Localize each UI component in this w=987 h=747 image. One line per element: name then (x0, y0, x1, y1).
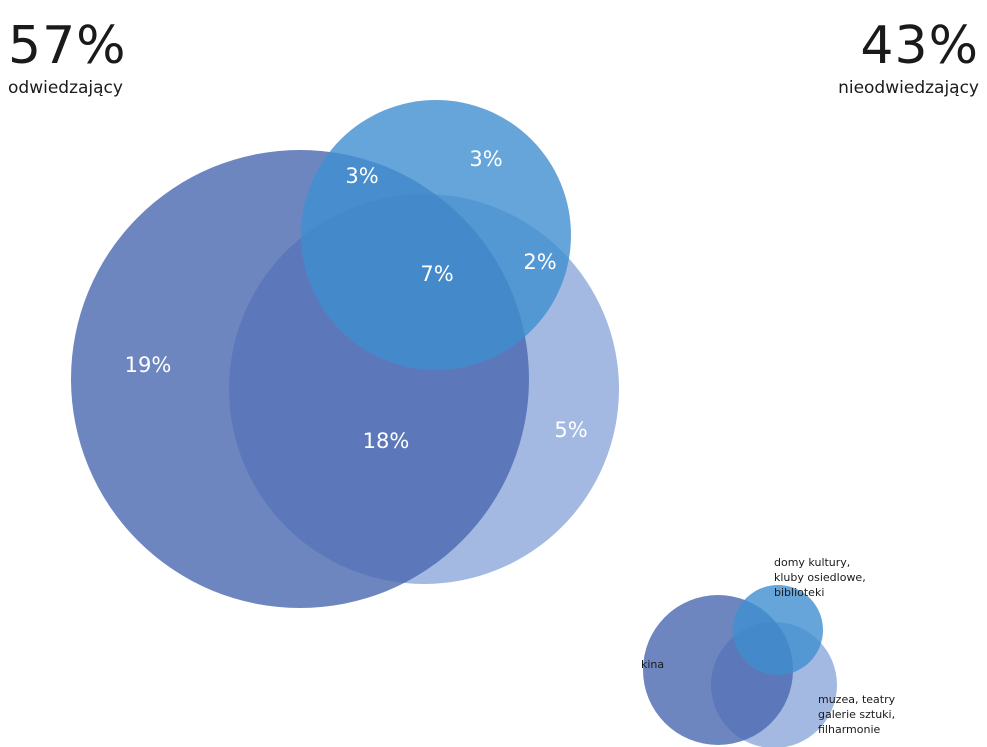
region-label-muzea-only: 5% (554, 418, 587, 442)
region-label-all-three: 7% (420, 262, 453, 286)
region-label-kina-muzea: 18% (363, 429, 410, 453)
legend-label-domy-line: kluby osiedlowe, (774, 571, 866, 584)
legend-label-muzea-line: galerie sztuki, (818, 708, 895, 721)
main-venn: 19% 18% 5% 3% 3% 2% 7% (71, 100, 619, 608)
legend-label-domy-line: biblioteki (774, 586, 824, 599)
non-visitors-stat: 43% nieodwiedzający (838, 20, 979, 98)
legend-label-muzea-line: muzea, teatry (818, 693, 896, 706)
region-label-kina-domy: 3% (345, 164, 378, 188)
legend-circle-domy (733, 585, 823, 675)
legend-label-domy-line: domy kultury, (774, 556, 850, 569)
non-visitors-percent: 43% (860, 16, 979, 76)
visitors-stat: 57% odwiedzający (8, 20, 127, 98)
legend-venn: kina domy kultury, kluby osiedlowe, bibl… (641, 556, 899, 747)
legend-label-muzea-line: filharmonie (818, 723, 880, 736)
legend-label-kina: kina (641, 658, 664, 671)
legend-label-muzea: muzea, teatry galerie sztuki, filharmoni… (818, 693, 899, 736)
region-label-domy-only: 3% (469, 147, 502, 171)
region-label-domy-muzea: 2% (523, 250, 556, 274)
visitors-percent: 57% (8, 16, 127, 76)
region-label-kina-only: 19% (125, 353, 172, 377)
venn-circle-domy (301, 100, 571, 370)
non-visitors-label: nieodwiedzający (838, 78, 979, 98)
visitors-label: odwiedzający (8, 78, 123, 98)
legend-label-domy: domy kultury, kluby osiedlowe, bibliotek… (774, 556, 869, 599)
